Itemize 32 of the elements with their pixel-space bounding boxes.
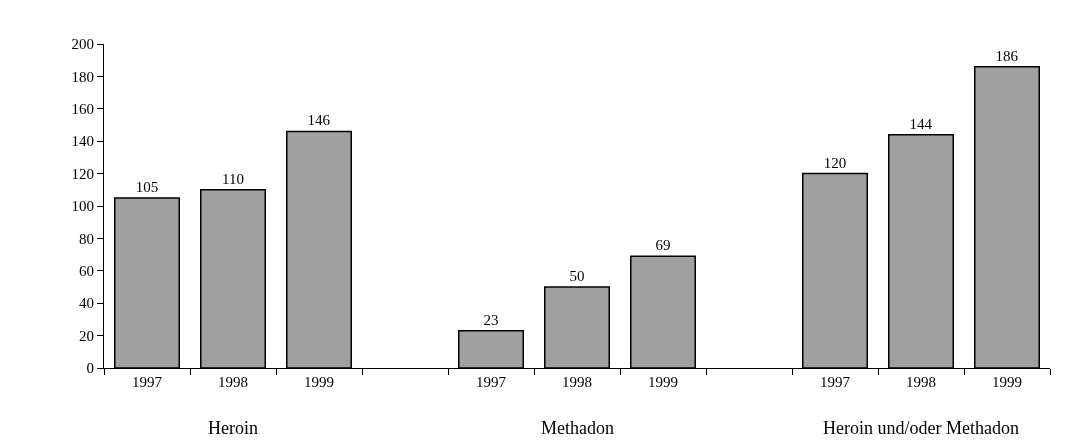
y-tick-label: 120 [71,165,94,182]
x-tick-label: 1998 [218,374,248,390]
text: Heroin und/oder Methadon [823,418,1019,438]
y-tick-label: 60 [79,263,94,280]
data-label: 146 [307,112,331,129]
x-tick-label: 1997 [820,374,851,390]
y-tick-label: 80 [79,230,94,247]
x-tick-label: 1999 [304,374,334,390]
data-label: 186 [995,47,1019,64]
data-label: 120 [823,154,847,171]
x-tick-label: 1999 [992,374,1022,390]
y-tick-label: 40 [79,295,94,312]
data-label: 23 [483,311,499,328]
x-tick-label: 1997 [476,374,507,390]
x-tick-label: 1998 [906,374,936,390]
y-tick-label: 20 [79,327,94,344]
y-tick-label: 0 [86,360,94,377]
data-label: 50 [569,268,585,284]
data-label: 69 [655,237,671,254]
y-tick-label: 140 [71,133,94,150]
text: Methadon [541,418,614,438]
data-label: 144 [909,115,933,132]
y-tick-label: 160 [71,101,94,118]
data-label: 110 [222,170,244,187]
x-tick-label: 1999 [648,374,678,390]
y-tick-label: 180 [71,68,94,85]
x-tick-label: 1998 [562,374,592,390]
x-tick-label: 1997 [132,374,163,390]
y-tick-label: 200 [71,36,94,53]
text: Heroin [208,418,258,438]
data-label: 105 [135,178,159,195]
y-tick-label: 100 [71,198,94,215]
